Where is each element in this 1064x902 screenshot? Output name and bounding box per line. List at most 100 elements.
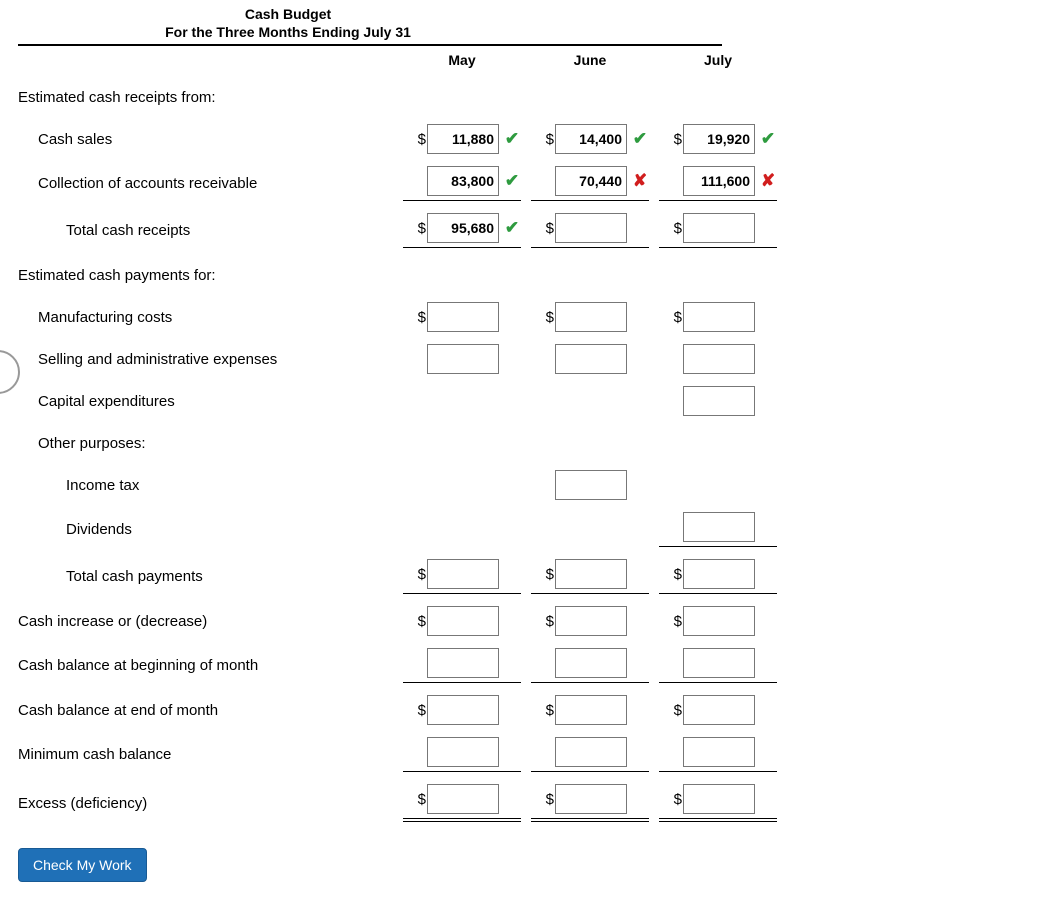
cell: $✔ xyxy=(526,600,654,642)
amount-input[interactable] xyxy=(427,695,499,725)
cell-wrap: $✔ xyxy=(403,302,521,332)
cell: $✔ xyxy=(654,380,782,422)
cell-wrap: $✔ xyxy=(659,213,777,248)
dollar-sign: $ xyxy=(416,791,426,808)
amount-input[interactable] xyxy=(683,606,755,636)
cell: $✔ xyxy=(526,207,654,254)
dollar-sign: $ xyxy=(544,220,554,237)
cell: $✔ xyxy=(526,422,654,464)
dollar-sign: $ xyxy=(672,566,682,583)
amount-input[interactable] xyxy=(427,559,499,589)
cell-wrap: $✔ xyxy=(403,213,521,248)
row-cash-change: Cash increase or (decrease)$✔$✔$✔ xyxy=(18,600,782,642)
cell: $✔ xyxy=(526,731,654,778)
amount-input[interactable] xyxy=(555,784,627,814)
cell: $✔ xyxy=(654,422,782,464)
amount-input[interactable] xyxy=(555,344,627,374)
row-other-purposes: Other purposes:$✔$✔$✔ xyxy=(18,422,782,464)
cell: $✔ xyxy=(654,506,782,553)
cell: $✔ xyxy=(398,553,526,600)
dollar-sign: $ xyxy=(416,702,426,719)
amount-input[interactable] xyxy=(555,559,627,589)
amount-input[interactable] xyxy=(683,737,755,767)
amount-input[interactable] xyxy=(427,737,499,767)
amount-input[interactable] xyxy=(683,386,755,416)
row-label: Excess (deficiency) xyxy=(18,778,398,828)
cell: $✔ xyxy=(398,731,526,778)
cell-wrap: $✔ xyxy=(531,302,649,332)
cell-wrap: $✔ xyxy=(659,386,777,416)
cell: $✔ xyxy=(526,689,654,731)
cell-wrap: $✔ xyxy=(403,737,521,772)
cell: $✔ xyxy=(654,207,782,254)
amount-input[interactable] xyxy=(555,470,627,500)
cell: $✘ xyxy=(526,160,654,207)
amount-input[interactable] xyxy=(683,213,755,243)
cell-wrap: $✔ xyxy=(403,648,521,683)
amount-input[interactable] xyxy=(683,512,755,542)
dollar-sign: $ xyxy=(544,702,554,719)
cell: $✔ xyxy=(526,380,654,422)
cell-wrap: $✔ xyxy=(531,695,649,725)
cell: $✔ xyxy=(654,689,782,731)
amount-input[interactable] xyxy=(683,784,755,814)
cell: $✔ xyxy=(526,118,654,160)
row-excess: Excess (deficiency)$✔$✔$✔ xyxy=(18,778,782,828)
row-total-payments: Total cash payments$✔$✔$✔ xyxy=(18,553,782,600)
amount-input[interactable] xyxy=(427,606,499,636)
amount-input[interactable] xyxy=(427,784,499,814)
amount-input[interactable] xyxy=(555,737,627,767)
cell: $✔ xyxy=(654,553,782,600)
cell: $✔ xyxy=(654,731,782,778)
cell: $✔ xyxy=(398,254,526,296)
cell-wrap: $✔ xyxy=(659,784,777,822)
amount-input[interactable] xyxy=(555,124,627,154)
cell: $✔ xyxy=(398,600,526,642)
cell: $✔ xyxy=(654,118,782,160)
amount-input[interactable] xyxy=(683,124,755,154)
cell: $✔ xyxy=(526,338,654,380)
cash-budget-form: Cash Budget For the Three Months Ending … xyxy=(0,0,1064,902)
cell-wrap: $✔ xyxy=(403,695,521,725)
cell-wrap: $✔ xyxy=(659,302,777,332)
amount-input[interactable] xyxy=(683,559,755,589)
amount-input[interactable] xyxy=(427,213,499,243)
row-hdr-receipts: Estimated cash receipts from:$✔$✔$✔ xyxy=(18,76,782,118)
cell: $✔ xyxy=(654,338,782,380)
amount-input[interactable] xyxy=(683,695,755,725)
cell-wrap: $✔ xyxy=(659,695,777,725)
amount-input[interactable] xyxy=(683,648,755,678)
amount-input[interactable] xyxy=(427,344,499,374)
amount-input[interactable] xyxy=(555,166,627,196)
amount-input[interactable] xyxy=(555,302,627,332)
dollar-sign: $ xyxy=(544,613,554,630)
row-mfg-costs: Manufacturing costs$✔$✔$✔ xyxy=(18,296,782,338)
check-my-work-button[interactable]: Check My Work xyxy=(18,848,147,882)
col-header-june: June xyxy=(526,46,654,76)
dollar-sign: $ xyxy=(672,613,682,630)
row-sa-exp: Selling and administrative expenses$✔$✔$… xyxy=(18,338,782,380)
amount-input[interactable] xyxy=(555,606,627,636)
cell-wrap: $✔ xyxy=(531,213,649,248)
cell: $✔ xyxy=(526,778,654,828)
amount-input[interactable] xyxy=(427,166,499,196)
amount-input[interactable] xyxy=(683,166,755,196)
row-dividends: Dividends$✔$✔$✔ xyxy=(18,506,782,553)
amount-input[interactable] xyxy=(555,648,627,678)
cell: $✔ xyxy=(398,380,526,422)
amount-input[interactable] xyxy=(683,344,755,374)
cell-wrap: $✔ xyxy=(403,124,521,154)
amount-input[interactable] xyxy=(555,695,627,725)
check-icon: ✔ xyxy=(503,171,521,191)
cell: $✔ xyxy=(398,778,526,828)
amount-input[interactable] xyxy=(427,124,499,154)
amount-input[interactable] xyxy=(555,213,627,243)
amount-input[interactable] xyxy=(427,648,499,678)
cell: $✔ xyxy=(398,160,526,207)
cell-wrap: $✔ xyxy=(531,606,649,636)
cell: $✔ xyxy=(398,338,526,380)
cell-wrap: $✔ xyxy=(659,648,777,683)
cell: $✔ xyxy=(398,422,526,464)
amount-input[interactable] xyxy=(427,302,499,332)
amount-input[interactable] xyxy=(683,302,755,332)
